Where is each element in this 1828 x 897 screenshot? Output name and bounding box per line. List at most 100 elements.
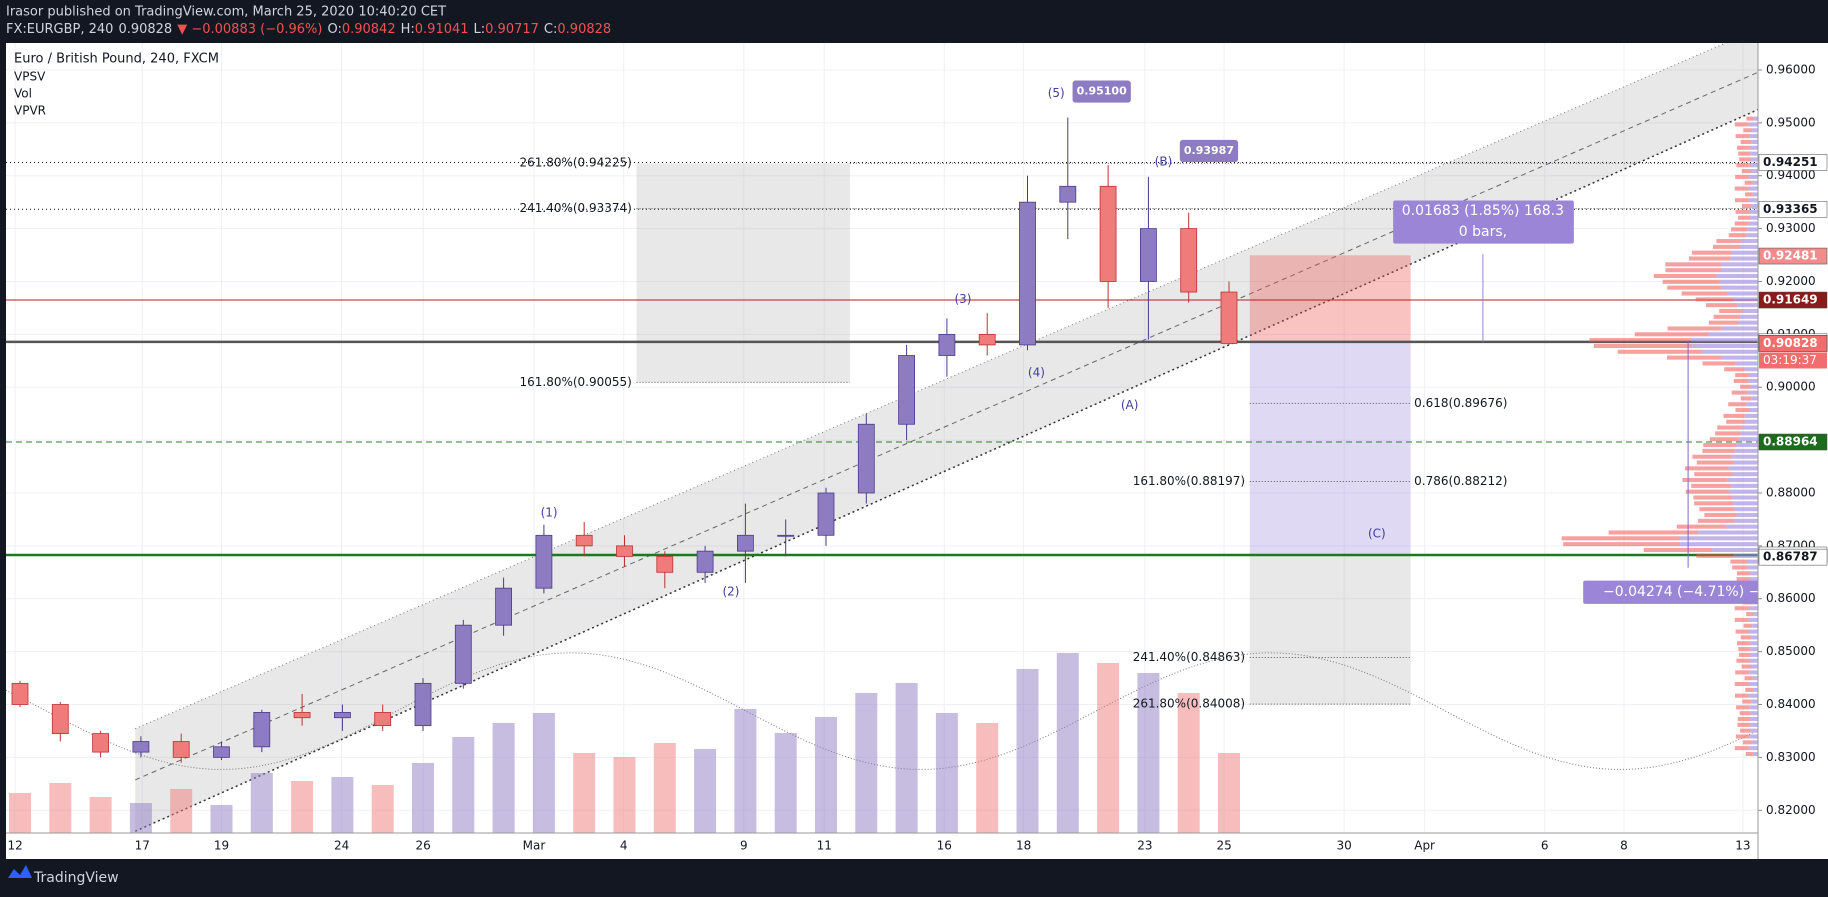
vpvr-bar — [1746, 559, 1758, 564]
x-tick-label: 12 — [8, 839, 23, 853]
candle-body — [92, 733, 109, 753]
y-tick-label: 0.86000 — [1766, 591, 1816, 605]
vpvr-bar — [1752, 192, 1758, 197]
vpvr-bar — [1740, 139, 1752, 144]
vpvr-bar — [1735, 693, 1749, 698]
wave-label: (C) — [1368, 526, 1386, 540]
vpvr-bar — [1680, 542, 1758, 547]
vpvr-bar — [1739, 157, 1751, 162]
vpvr-bar — [1728, 233, 1747, 238]
vpvr-bar — [1748, 378, 1758, 383]
wave-label: (4) — [1028, 366, 1045, 380]
vpvr-bar — [1665, 268, 1722, 273]
vpvr-bar — [1735, 670, 1749, 675]
vpvr-bar — [1713, 314, 1741, 319]
x-tick-label: 4 — [620, 839, 628, 853]
ohlc-key: H: — [401, 22, 415, 37]
vpvr-bar — [1738, 151, 1751, 156]
vpvr-bar — [1749, 145, 1758, 150]
candle-body — [535, 534, 553, 589]
vpvr-bar — [1685, 489, 1730, 494]
vpvr-bar — [1752, 623, 1758, 628]
vpvr-bar — [1744, 413, 1758, 418]
vpvr-bar — [1748, 682, 1758, 687]
vpvr-bar — [1746, 612, 1754, 617]
countdown-box — [1759, 352, 1827, 369]
vpvr-bar — [1750, 647, 1758, 652]
volume-bar — [210, 805, 233, 833]
vpvr-bar — [1696, 553, 1734, 558]
volume-bar — [170, 789, 193, 833]
legend-indicator[interactable]: VPVR — [14, 104, 46, 118]
vpvr-bar — [1741, 425, 1758, 430]
vpvr-bar — [1746, 233, 1758, 238]
x-tick-label: 11 — [817, 839, 832, 853]
fib-label: 161.80%(0.88197) — [1133, 474, 1245, 488]
legend-indicator[interactable]: Vol — [14, 87, 32, 101]
vpvr-bar — [1752, 676, 1758, 681]
fib-box — [636, 163, 850, 383]
vpvr-bar — [1731, 250, 1758, 255]
vpvr-bar — [1734, 682, 1749, 687]
countdown: 03:19:37 — [1763, 353, 1817, 367]
vpvr-bar — [1667, 326, 1722, 331]
vpvr-bar — [1744, 676, 1753, 681]
vpvr-bar — [1746, 116, 1754, 121]
x-tick-label: 30 — [1337, 839, 1352, 853]
vpvr-bar — [1733, 553, 1758, 558]
vpvr-bar — [1712, 244, 1741, 249]
volume-bar — [129, 803, 152, 833]
vpvr-bar — [1563, 542, 1681, 547]
vpvr-bar — [1734, 746, 1749, 751]
vpvr-bar — [1692, 343, 1758, 348]
vpvr-bar — [1662, 279, 1720, 284]
vpvr-bar — [1749, 716, 1758, 722]
vpvr-bar — [1749, 134, 1758, 139]
vpvr-bar — [1742, 740, 1752, 745]
vpvr-bar — [1712, 547, 1758, 553]
vpvr-bar — [1734, 617, 1749, 622]
vpvr-bar — [1749, 577, 1758, 582]
vpvr-bar — [1721, 285, 1758, 290]
vpvr-bar — [1743, 128, 1753, 133]
legend-indicator[interactable]: VPSV — [14, 70, 46, 84]
y-tick-label: 0.90000 — [1766, 380, 1816, 394]
x-tick-label: 25 — [1216, 839, 1231, 853]
vpvr-bar — [1750, 728, 1758, 733]
vpvr-bar — [1735, 209, 1750, 214]
vpvr-bar — [1716, 238, 1742, 244]
vpvr-bar — [1706, 303, 1738, 308]
candle-body — [737, 534, 754, 552]
x-tick-label: 19 — [214, 839, 229, 853]
x-tick-label: 17 — [135, 839, 150, 853]
vpvr-bar — [1748, 670, 1758, 675]
candle-body — [978, 333, 996, 346]
x-tick-label: Mar — [523, 839, 546, 853]
vpvr-bar — [1731, 390, 1748, 395]
vpvr-bar — [1751, 635, 1758, 640]
vpvr-bar — [1693, 495, 1733, 500]
candle-body — [616, 545, 633, 557]
symbol: FX:EURGBP, 240 — [6, 22, 113, 37]
vpvr-bar — [1694, 501, 1733, 506]
volume-bar — [371, 785, 394, 833]
x-tick-label: 16 — [937, 839, 952, 853]
price-label-box — [1758, 433, 1828, 451]
footer-brand[interactable]: TradingView — [33, 870, 119, 886]
vpvr-bar — [1732, 495, 1758, 500]
candle-body — [1140, 228, 1157, 282]
volume-bar — [1137, 673, 1160, 833]
ohlc-value: 0.91041 — [415, 22, 469, 37]
vpvr-bar — [1748, 221, 1758, 226]
vpvr-bar — [1593, 343, 1693, 348]
volume-bar — [1016, 669, 1039, 833]
vpvr-bar — [1737, 722, 1750, 727]
vpvr-bar — [1730, 256, 1758, 261]
vpvr-bar — [1740, 728, 1751, 733]
vpvr-bar — [1715, 431, 1741, 436]
y-tick-label: 0.88000 — [1766, 485, 1816, 499]
vpvr-bar — [1751, 396, 1758, 401]
vpvr-bar — [1691, 250, 1732, 255]
vpvr-bar — [1747, 390, 1758, 395]
last-price: 0.90828 — [118, 22, 172, 37]
